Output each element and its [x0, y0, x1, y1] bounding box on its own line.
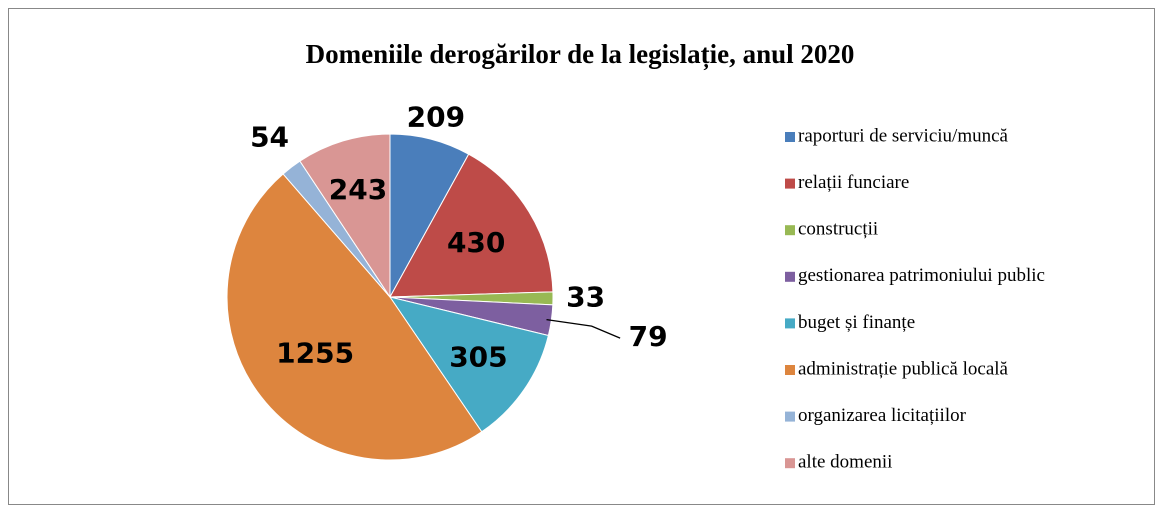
pie-slice [388, 296, 549, 433]
legend-swatch [785, 318, 795, 329]
data-label: 79 [629, 320, 668, 353]
legend-label: buget și finanțe [798, 312, 915, 333]
legend-swatch [785, 411, 795, 422]
legend-swatch [785, 365, 795, 375]
legend-label: relații funciare [798, 172, 909, 193]
legend-swatch [785, 225, 795, 236]
legend-swatch [785, 178, 795, 189]
pie-slice [299, 133, 391, 299]
legend-label: alte domenii [798, 452, 892, 473]
data-label: 209 [407, 101, 465, 134]
chart-title: Domeniile derogărilor de la legislație, … [306, 39, 855, 70]
data-label: 1255 [276, 337, 354, 370]
data-label: 33 [566, 281, 605, 314]
pie-slice [226, 173, 483, 461]
chart-frame [8, 8, 1155, 505]
legend-label: raporturi de serviciu/muncă [798, 125, 1009, 146]
data-label: 243 [329, 173, 387, 206]
data-label: 54 [250, 121, 289, 154]
legend-label: organizarea licitațiilor [798, 405, 967, 426]
leader-line [546, 318, 621, 339]
legend-swatch [785, 458, 795, 469]
legend-swatch [785, 132, 795, 142]
legend-label: gestionarea patrimoniului public [798, 265, 1045, 286]
data-label: 305 [449, 340, 507, 373]
legend-label: administrație publică locală [798, 358, 1009, 379]
legend-label: construcții [798, 219, 878, 240]
data-label: 430 [447, 226, 505, 259]
pie-slice [389, 153, 554, 298]
legend-swatch [785, 271, 795, 282]
